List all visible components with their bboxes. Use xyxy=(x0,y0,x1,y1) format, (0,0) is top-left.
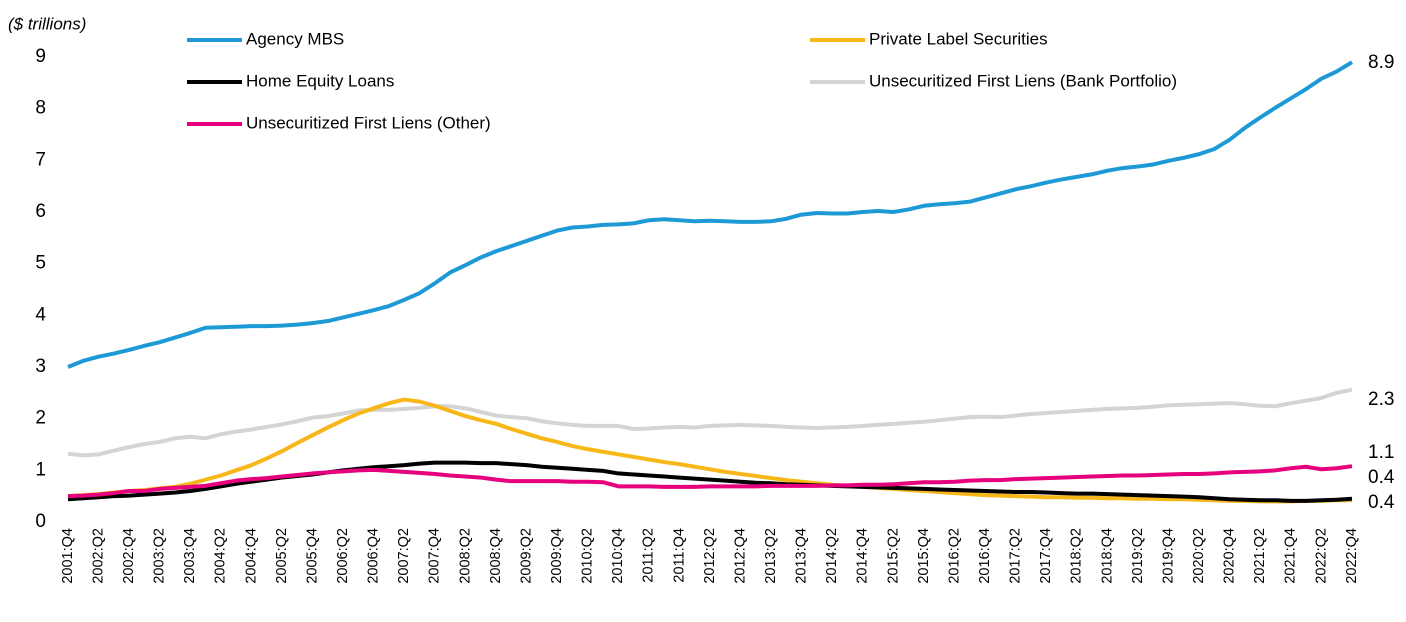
series-line xyxy=(67,387,1353,458)
x-tick-label: 2018:Q2 xyxy=(1069,528,1085,584)
x-tick-label: 2014:Q4 xyxy=(855,528,871,584)
x-tick-label: 2009:Q2 xyxy=(518,528,534,584)
x-tick-label: 2013:Q2 xyxy=(763,528,779,584)
x-tick-label: 2004:Q2 xyxy=(213,528,229,584)
x-tick-label: 2010:Q4 xyxy=(610,528,626,584)
x-tick-label: 2022:Q4 xyxy=(1344,528,1360,584)
x-tick-label: 2006:Q2 xyxy=(335,528,351,584)
x-tick-label: 2007:Q2 xyxy=(396,528,412,584)
series-line xyxy=(67,397,1352,504)
x-tick-label: 2012:Q2 xyxy=(702,528,718,584)
x-tick-label: 2016:Q4 xyxy=(977,528,993,584)
x-tick-label: 2015:Q4 xyxy=(916,528,932,584)
x-tick-label: 2015:Q2 xyxy=(885,528,901,584)
y-tick-label: 8 xyxy=(35,98,46,119)
y-tick-label: 5 xyxy=(35,253,46,274)
chart-title: ($ trillions) xyxy=(8,14,86,33)
legend-label: Private Label Securities xyxy=(869,29,1048,48)
y-tick-label: 2 xyxy=(35,408,46,429)
end-label: 0.4 xyxy=(1368,467,1395,488)
x-tick-label: 2009:Q4 xyxy=(549,528,565,584)
y-tick-label: 3 xyxy=(35,356,46,377)
y-tick-label: 4 xyxy=(35,304,46,325)
legend-label: Unsecuritized First Liens (Bank Portfoli… xyxy=(869,71,1177,90)
y-tick-label: 6 xyxy=(35,201,46,222)
x-tick-label: 2003:Q2 xyxy=(152,528,168,584)
end-label: 0.4 xyxy=(1368,492,1395,513)
x-tick-label: 2018:Q4 xyxy=(1099,528,1115,584)
x-tick-label: 2021:Q4 xyxy=(1283,528,1299,584)
x-tick-label: 2019:Q2 xyxy=(1130,528,1146,584)
y-tick-label: 1 xyxy=(35,459,46,480)
x-tick-label: 2020:Q2 xyxy=(1191,528,1207,584)
x-tick-label: 2011:Q4 xyxy=(671,528,687,583)
x-tick-label: 2021:Q2 xyxy=(1252,528,1268,584)
legend-label: Home Equity Loans xyxy=(246,71,394,90)
x-tick-label: 2013:Q4 xyxy=(794,528,810,584)
x-tick-label: 2022:Q2 xyxy=(1313,528,1329,584)
x-tick-label: 2017:Q4 xyxy=(1038,528,1054,584)
x-tick-label: 2005:Q4 xyxy=(304,528,320,584)
x-tick-label: 2020:Q4 xyxy=(1222,528,1238,584)
x-tick-label: 2011:Q2 xyxy=(641,528,657,583)
x-tick-label: 2003:Q4 xyxy=(182,528,198,584)
x-tick-label: 2004:Q4 xyxy=(243,528,259,584)
x-tick-label: 2002:Q2 xyxy=(90,528,106,584)
x-tick-label: 2016:Q2 xyxy=(946,528,962,584)
x-tick-label: 2010:Q2 xyxy=(580,528,596,584)
x-tick-label: 2012:Q4 xyxy=(732,528,748,584)
legend-label: Agency MBS xyxy=(246,29,344,48)
legend-label: Unsecuritized First Liens (Other) xyxy=(246,113,491,132)
x-tick-label: 2008:Q2 xyxy=(457,528,473,584)
series-line xyxy=(67,464,1353,499)
x-tick-label: 2007:Q4 xyxy=(427,528,443,584)
series-line xyxy=(67,60,1354,369)
end-label: 1.1 xyxy=(1368,442,1394,463)
x-tick-label: 2001:Q4 xyxy=(60,528,76,584)
x-tick-label: 2005:Q2 xyxy=(274,528,290,584)
end-label: 2.3 xyxy=(1368,389,1394,410)
x-tick-label: 2019:Q4 xyxy=(1160,528,1176,584)
x-tick-label: 2006:Q4 xyxy=(366,528,382,584)
x-tick-label: 2014:Q2 xyxy=(824,528,840,584)
x-tick-label: 2008:Q4 xyxy=(488,528,504,584)
end-label: 8.9 xyxy=(1368,52,1394,73)
y-tick-label: 9 xyxy=(35,46,46,67)
y-tick-label: 0 xyxy=(35,511,46,532)
x-tick-label: 2002:Q4 xyxy=(121,528,137,584)
y-tick-label: 7 xyxy=(35,149,46,170)
x-tick-label: 2017:Q2 xyxy=(1008,528,1024,584)
